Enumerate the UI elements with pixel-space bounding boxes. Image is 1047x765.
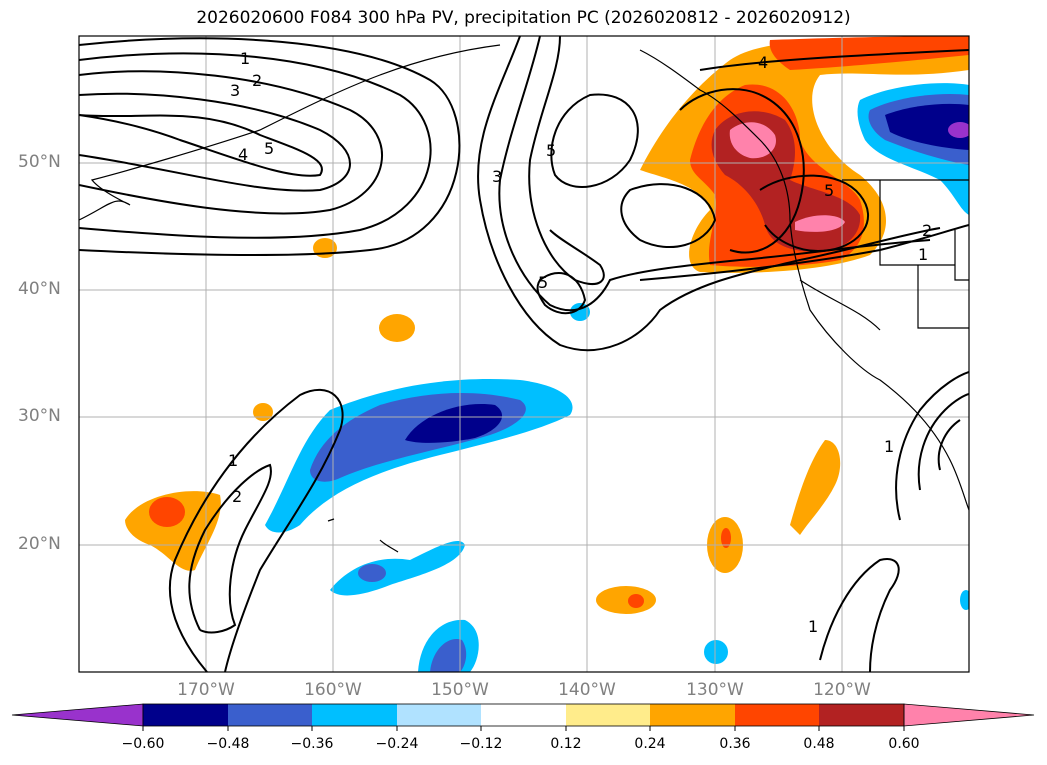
contour-label: 2 (922, 221, 932, 240)
precip-negative-blob (330, 540, 465, 596)
lon-label: 150°W (431, 680, 489, 700)
contour-label: 5 (538, 273, 548, 292)
colorbar-tick-label: −0.24 (375, 736, 419, 752)
contour-label: 5 (264, 139, 274, 158)
colorbar-tick-label: −0.60 (121, 736, 165, 752)
precip-positive-region (795, 215, 845, 232)
graticule (79, 36, 969, 672)
pv-contour-labels: 1 2 3 4 5 3 5 5 4 5 2 1 1 2 1 1 (228, 49, 932, 636)
page-title: 2026020600 F084 300 hPa PV, precipitatio… (196, 8, 851, 28)
lon-label: 120°W (813, 680, 871, 700)
colorbar-segment (397, 704, 481, 726)
precip-positive-blob (790, 440, 841, 535)
contour-label: 1 (228, 451, 238, 470)
colorbar-segment (735, 704, 819, 726)
colorbar-segment (903, 703, 1035, 727)
lat-label: 20°N (18, 534, 61, 554)
colorbar-segment (819, 704, 904, 726)
map-frame (78, 35, 970, 673)
contour-label: 1 (808, 617, 818, 636)
precip-positive-blob (628, 594, 644, 608)
lon-label: 170°W (177, 680, 235, 700)
lat-label: 40°N (18, 279, 61, 299)
colorbar-tick-label: 0.12 (550, 736, 582, 752)
precip-positive-blob (596, 586, 656, 614)
lat-label: 30°N (18, 406, 61, 426)
lon-label: 140°W (558, 680, 616, 700)
lon-label: 160°W (304, 680, 362, 700)
colorbar-tick-label: 0.48 (803, 736, 835, 752)
colorbar-tick-label: −0.12 (459, 736, 503, 752)
contour-label: 5 (824, 181, 834, 200)
precip-negative-blob (358, 564, 386, 582)
contour-label: 4 (238, 145, 248, 164)
contour-label: 5 (546, 141, 556, 160)
contour-label: 3 (230, 81, 240, 100)
precip-positive-blob (149, 497, 185, 527)
contour-label: 1 (918, 245, 928, 264)
colorbar-tick-label: 0.24 (634, 736, 666, 752)
precip-negative-region (885, 103, 969, 150)
colorbar-tick-label: 0.36 (719, 736, 751, 752)
contour-label: 1 (884, 437, 894, 456)
colorbar-segment (143, 704, 228, 726)
precip-negative-region (948, 122, 969, 138)
colorbar-ticks (142, 726, 905, 731)
colorbar-frame (142, 703, 905, 727)
precip-positive-blob (253, 403, 273, 421)
colorbar-segment (11, 703, 144, 727)
colorbar-segment (312, 704, 397, 726)
colorbar-segment (481, 704, 566, 726)
colorbar (11, 703, 1035, 731)
precip-negative-blob (704, 640, 728, 664)
map-plot-area: 1 2 3 4 5 3 5 5 4 5 2 1 1 2 1 1 (79, 36, 969, 672)
colorbar-tick-label: 0.60 (888, 736, 920, 752)
precip-negative-region (405, 404, 503, 443)
lat-label: 50°N (18, 152, 61, 172)
colorbar-tick-label: −0.36 (290, 736, 334, 752)
contour-label: 2 (232, 487, 242, 506)
precip-positive-blob (721, 528, 731, 548)
pv-contours (79, 36, 969, 672)
precip-negative-blob (960, 590, 969, 610)
coastlines (79, 44, 969, 553)
contour-label: 2 (252, 71, 262, 90)
contour-label: 1 (240, 49, 250, 68)
precip-positive-blob (379, 314, 415, 342)
colorbar-segment (650, 704, 735, 726)
colorbar-segment (566, 704, 650, 726)
colorbar-tick-label: −0.48 (206, 736, 250, 752)
contour-label: 3 (492, 167, 502, 186)
precip-negative-blob (430, 639, 467, 672)
colorbar-segment (228, 704, 312, 726)
precip-positive-region (729, 122, 776, 159)
contour-label: 4 (758, 53, 768, 72)
lon-label: 130°W (686, 680, 744, 700)
precip-positive-region (769, 36, 969, 70)
